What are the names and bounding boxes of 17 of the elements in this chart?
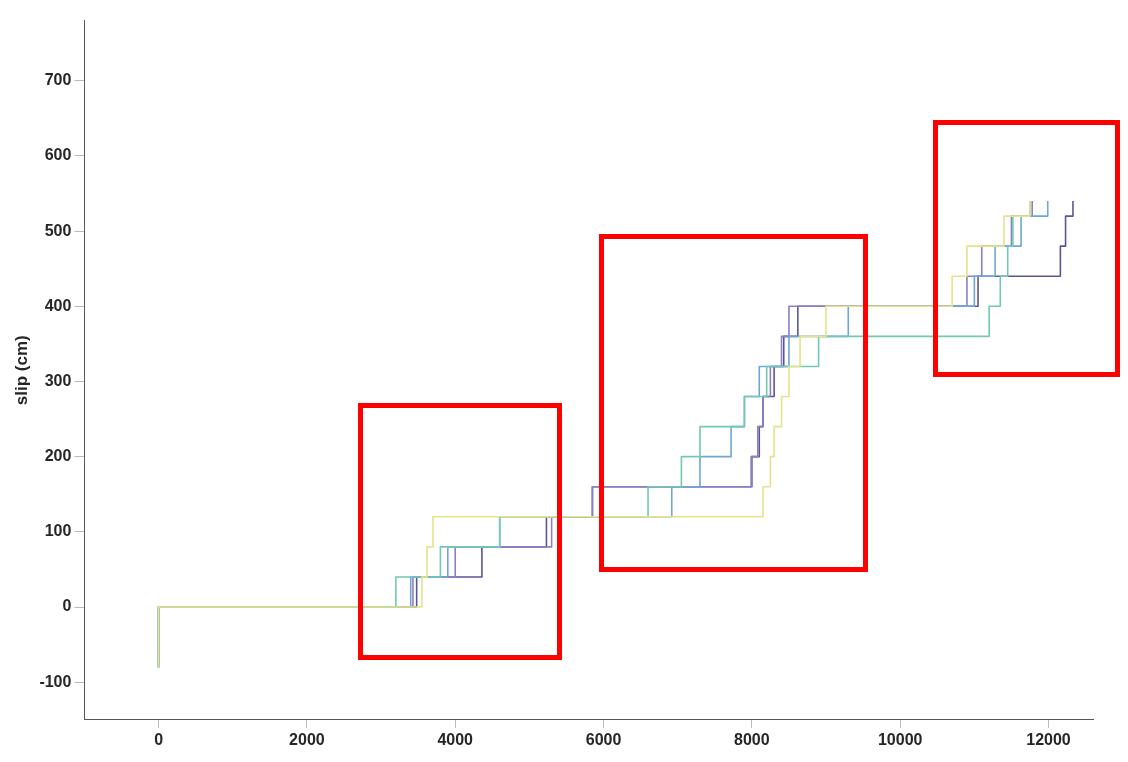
- x-tick-label: 10000: [877, 730, 923, 748]
- x-tick-label: 6000: [585, 730, 622, 748]
- y-tick-label: 400: [44, 296, 72, 314]
- y-tick-label: 100: [44, 522, 72, 540]
- x-tick-label: 12000: [1026, 730, 1071, 748]
- x-tick-label: 4000: [437, 730, 474, 748]
- x-tick-label: 8000: [734, 730, 770, 748]
- x-tick-label: 2000: [289, 730, 325, 748]
- y-axis-title: slip (cm): [11, 335, 31, 406]
- y-tick-label: 200: [44, 447, 72, 465]
- y-tick-label: 500: [44, 221, 72, 239]
- y-tick-label: 0: [62, 597, 72, 615]
- y-tick-label: 700: [44, 71, 72, 89]
- x-tick-label: 0: [154, 730, 164, 748]
- y-tick-label: 300: [44, 371, 72, 389]
- y-tick-label: 600: [44, 146, 72, 164]
- y-tick-label: -100: [39, 672, 72, 690]
